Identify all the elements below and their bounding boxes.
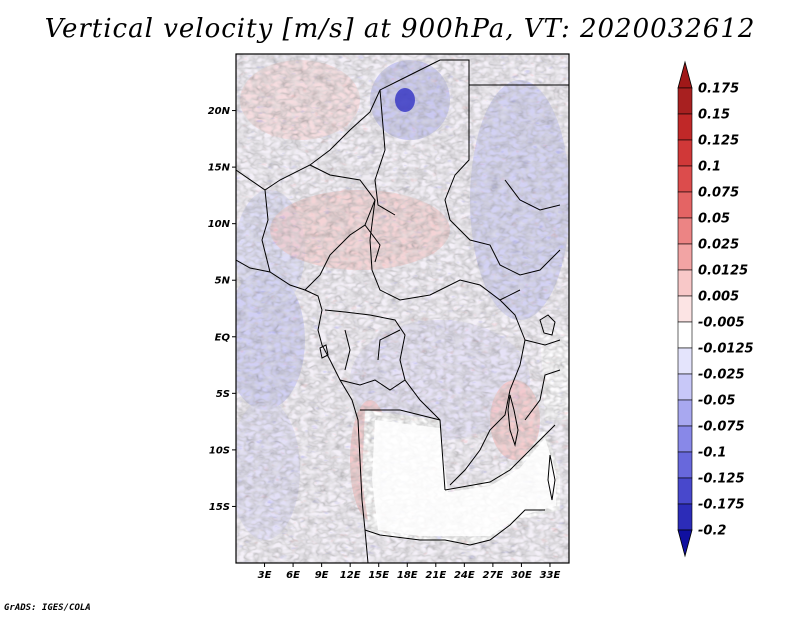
lon-tick-label: 30E — [511, 570, 532, 581]
lat-tick-label: 10S — [209, 445, 230, 456]
colorbar-swatch — [677, 321, 693, 349]
colorbar-label: -0.125 — [698, 472, 745, 487]
colorbar-swatch — [677, 373, 693, 401]
colorbar-label: 0.05 — [698, 212, 730, 227]
colorbar-label: -0.05 — [698, 394, 735, 409]
lon-tick-label: 18E — [397, 570, 418, 581]
colorbar-label: 0.1 — [698, 160, 721, 175]
colorbar-label: 0.0125 — [698, 264, 748, 279]
country-borders — [236, 59, 569, 563]
colorbar-top-arrow — [677, 60, 693, 89]
lat-tick-label: 10N — [208, 219, 231, 230]
colorbar-label: 0.125 — [698, 134, 739, 149]
colorbar-label: 0.075 — [698, 186, 739, 201]
colorbar-swatch — [677, 113, 693, 141]
lon-tick-label: 33E — [540, 570, 561, 581]
grads-credit: GrADS: IGES/COLA — [4, 603, 91, 613]
colorbar-swatch — [677, 217, 693, 245]
lat-tick-label: EQ — [215, 332, 231, 343]
lon-tick-label: 24E — [454, 570, 475, 581]
colorbar-swatch — [677, 243, 693, 271]
colorbar-label: -0.2 — [698, 524, 726, 539]
colorbar-label: -0.0125 — [698, 342, 754, 357]
lat-tick-label: 20N — [208, 106, 231, 117]
colorbar-label: 0.175 — [698, 82, 739, 97]
velocity-field — [236, 54, 569, 563]
colorbar-swatch — [677, 425, 693, 453]
colorbar-swatch — [677, 87, 693, 115]
colorbar-swatch — [677, 347, 693, 375]
lon-tick-label: 21E — [425, 570, 446, 581]
colorbar-label: -0.075 — [698, 420, 745, 435]
lon-tick-label: 15E — [368, 570, 389, 581]
colorbar-swatch — [677, 139, 693, 167]
colorbar-swatch — [677, 399, 693, 427]
colorbar-label: -0.1 — [698, 446, 726, 461]
colorbar-swatch — [677, 191, 693, 219]
latitude-axis: 20N 15N 10N 5N EQ 5S 10S 15S — [208, 106, 236, 513]
lon-tick-label: 6E — [286, 570, 300, 581]
colorbar-label: 0.005 — [698, 290, 739, 305]
colorbar-label: -0.175 — [698, 498, 745, 513]
colorbar-swatch — [677, 165, 693, 193]
lon-tick-label: 12E — [340, 570, 361, 581]
colorbar-swatch — [677, 477, 693, 505]
colorbar-label: -0.005 — [698, 316, 745, 331]
lon-tick-label: 9E — [315, 570, 329, 581]
colorbar-swatch — [677, 295, 693, 323]
lat-tick-label: 15N — [208, 163, 231, 174]
lat-tick-label: 15S — [209, 502, 230, 513]
lat-tick-label: 5N — [215, 276, 231, 287]
lon-tick-label: 3E — [258, 570, 272, 581]
colorbar-swatch — [677, 503, 693, 531]
lon-tick-label: 27E — [483, 570, 504, 581]
colorbar-swatch — [677, 451, 693, 479]
colorbar-label: -0.025 — [698, 368, 745, 383]
colorbar: 0.175 0.15 0.125 0.1 0.075 0.05 0.025 0.0125 0.0… — [677, 60, 754, 558]
longitude-axis: 3E 6E 9E 12E 15E 18E 21E 24E 27E 30E 33E — [258, 563, 561, 581]
colorbar-swatch — [677, 269, 693, 297]
map-frame — [235, 53, 570, 564]
colorbar-label: 0.15 — [698, 108, 730, 123]
colorbar-bottom-arrow — [677, 529, 693, 558]
map-title: Vertical velocity [m/s] at 900hPa, VT: 2… — [44, 14, 756, 44]
lat-tick-label: 5S — [216, 389, 230, 400]
colorbar-label: 0.025 — [698, 238, 739, 253]
